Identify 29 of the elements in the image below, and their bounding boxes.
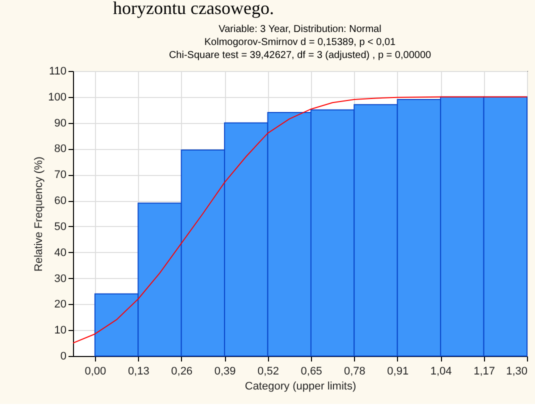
x-tick-label: 1,04	[430, 366, 452, 378]
y-tick-label: 60	[54, 195, 66, 208]
x-tick-label: 0,91	[387, 366, 409, 378]
y-tick-label: 40	[54, 246, 66, 259]
x-tick-label: 1,17	[474, 366, 496, 378]
x-tick-label: 0,00	[84, 366, 106, 378]
x-tick-label: 1,30	[506, 366, 528, 378]
line-series	[73, 96, 527, 344]
y-tick-label: 90	[54, 117, 66, 130]
x-tick-label: 0,26	[171, 366, 193, 378]
y-tick-label: 100	[48, 91, 66, 104]
y-tick-label: 10	[54, 324, 66, 337]
x-tick-label: 0,52	[258, 366, 279, 378]
y-tick-label: 50	[54, 220, 66, 233]
x-tick-label: 0,65	[300, 366, 322, 378]
y-axis-title: Relative Frequency (%)	[33, 156, 46, 272]
x-tick-label: 0,39	[214, 366, 236, 378]
x-axis-title: Category (upper limits)	[244, 380, 356, 392]
chart-title: Variable: 3 Year, Distribution: Normal	[218, 24, 382, 35]
y-tick-label: 30	[54, 272, 66, 285]
y-tick-label: 70	[54, 169, 66, 182]
y-tick-label: 110	[48, 66, 66, 78]
x-tick-label: 0,78	[344, 366, 366, 378]
x-tick-label: 0,13	[128, 366, 150, 378]
text: horyzontu czasowego.	[113, 0, 274, 18]
y-tick-label: 0	[60, 350, 66, 362]
y-tick-label: 20	[54, 298, 66, 311]
y-tick-label: 80	[54, 143, 66, 156]
chart-subtitle: Kolmogorov-Smirnov d = 0,15389, p < 0,01 Chi-Square test = 39,42627, df = 3 (adjusted) , p = 0,00000	[168, 37, 432, 61]
